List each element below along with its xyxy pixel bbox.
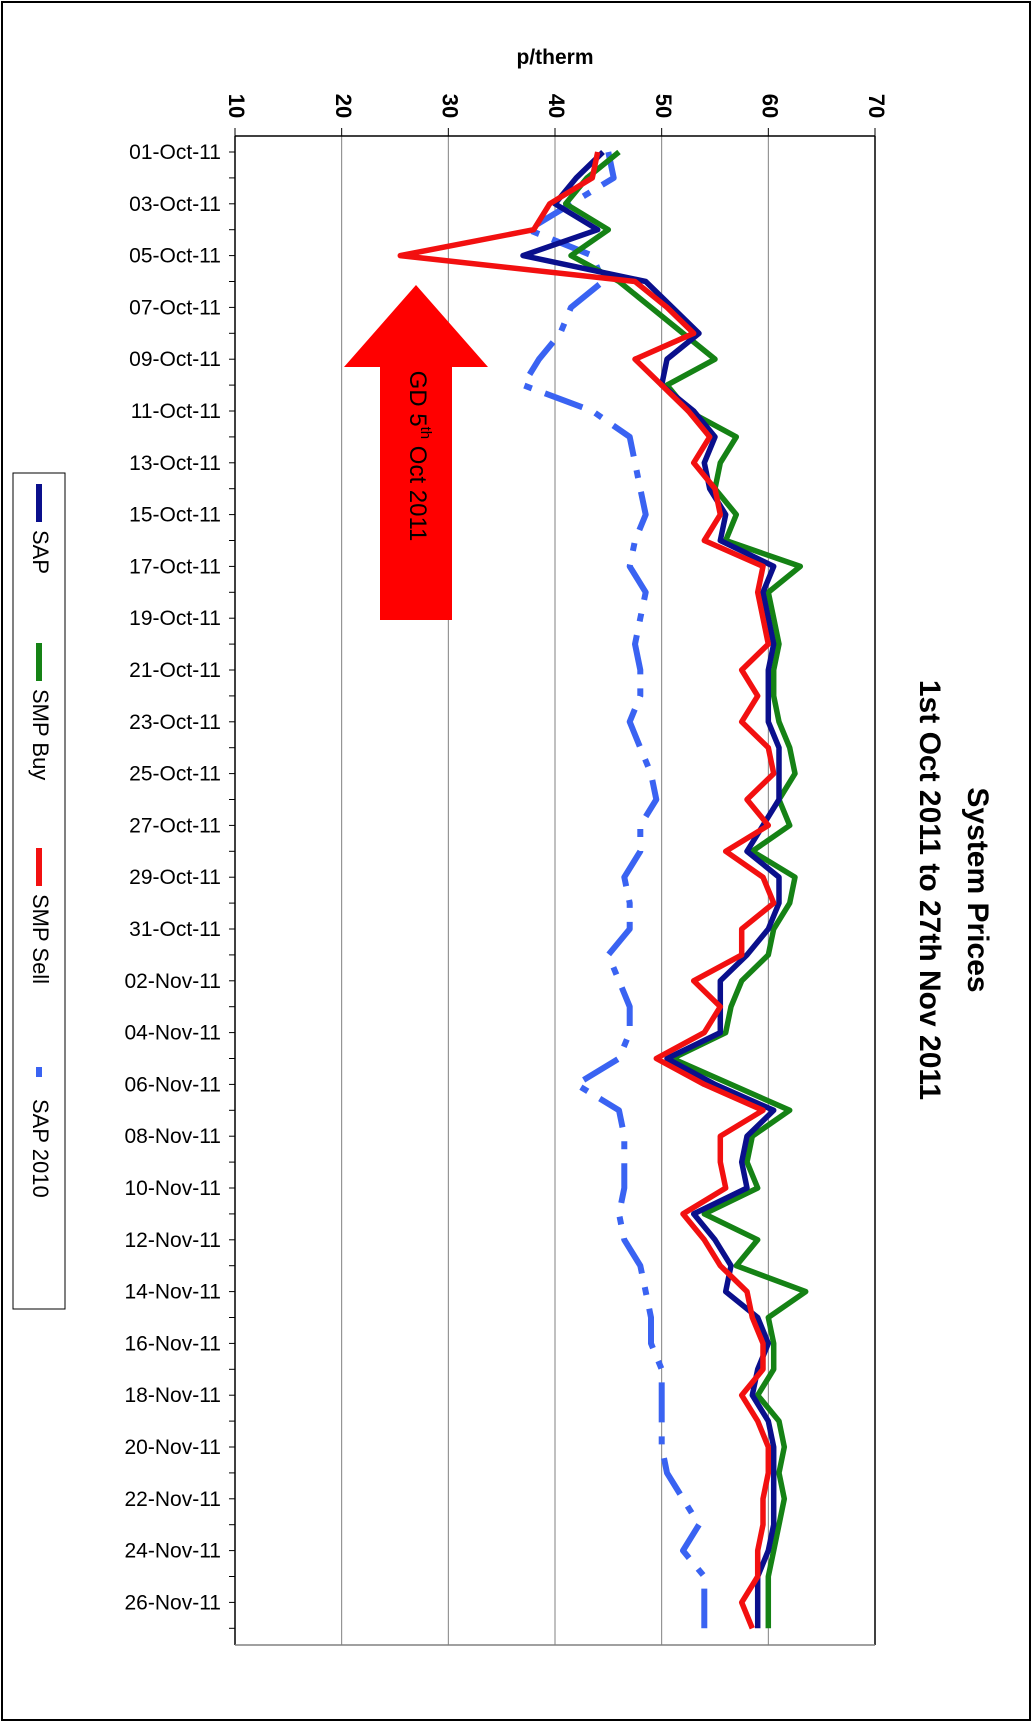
value-tick-label: 60 — [758, 94, 783, 118]
annotation-text: GD 5th Oct 2011 — [404, 371, 434, 542]
value-tick-label: 70 — [864, 94, 889, 118]
legend-label: SAP 2010 — [28, 1099, 53, 1198]
category-tick-label: 03-Oct-11 — [129, 193, 221, 216]
legend-label: SMP Buy — [28, 689, 53, 780]
category-tick-label: 15-Oct-11 — [129, 504, 221, 527]
legend-box — [12, 472, 66, 1310]
category-tick-label: 20-Nov-11 — [125, 1436, 222, 1459]
category-tick-label: 24-Nov-11 — [125, 1540, 222, 1563]
category-tick-label: 21-Oct-11 — [129, 659, 221, 682]
legend-label: SMP Sell — [28, 894, 53, 984]
series-line-sap-2010 — [520, 151, 708, 1629]
category-tick-label: 12-Nov-11 — [125, 1229, 222, 1252]
category-tick-label: 26-Nov-11 — [125, 1591, 222, 1614]
value-tick-label: 20 — [331, 94, 356, 118]
category-tick-label: 14-Nov-11 — [125, 1281, 222, 1304]
value-tick-label: 50 — [651, 94, 676, 118]
category-tick-label: 06-Nov-11 — [125, 1073, 222, 1096]
category-tick-label: 04-Nov-11 — [125, 1022, 222, 1045]
value-tick-label: 10 — [224, 94, 249, 118]
category-tick-label: 17-Oct-11 — [129, 555, 221, 578]
category-tick-label: 19-Oct-11 — [129, 607, 221, 630]
category-tick-label: 01-Oct-11 — [129, 141, 221, 164]
category-tick-label: 25-Oct-11 — [129, 763, 221, 786]
chart-title: System Prices — [961, 787, 994, 992]
category-tick-label: 09-Oct-11 — [129, 348, 221, 371]
chart-subtitle: 1st Oct 2011 to 27th Nov 2011 — [913, 680, 946, 1100]
series-line-smp-sell — [397, 151, 777, 1630]
category-tick-label: 10-Nov-11 — [125, 1177, 222, 1200]
category-tick-label: 05-Oct-11 — [129, 245, 221, 268]
annotation-arrow — [344, 285, 488, 620]
category-tick-label: 31-Oct-11 — [129, 918, 221, 941]
category-tick-label: 11-Oct-11 — [131, 400, 221, 423]
category-tick-label: 23-Oct-11 — [129, 711, 221, 734]
category-tick-label: 07-Oct-11 — [129, 296, 221, 319]
category-tick-label: 18-Nov-11 — [125, 1384, 222, 1407]
category-tick-label: 29-Oct-11 — [129, 866, 221, 889]
category-tick-label: 02-Nov-11 — [125, 970, 222, 993]
category-tick-label: 08-Nov-11 — [125, 1125, 222, 1148]
value-tick-label: 30 — [438, 94, 463, 118]
category-tick-label: 16-Nov-11 — [125, 1332, 222, 1355]
value-axis-label: p/therm — [516, 46, 593, 69]
category-tick-label: 22-Nov-11 — [125, 1488, 222, 1511]
category-tick-label: 13-Oct-11 — [129, 452, 221, 475]
legend-label: SAP — [28, 530, 53, 574]
category-tick-label: 27-Oct-11 — [129, 814, 221, 837]
value-tick-label: 40 — [544, 94, 569, 118]
